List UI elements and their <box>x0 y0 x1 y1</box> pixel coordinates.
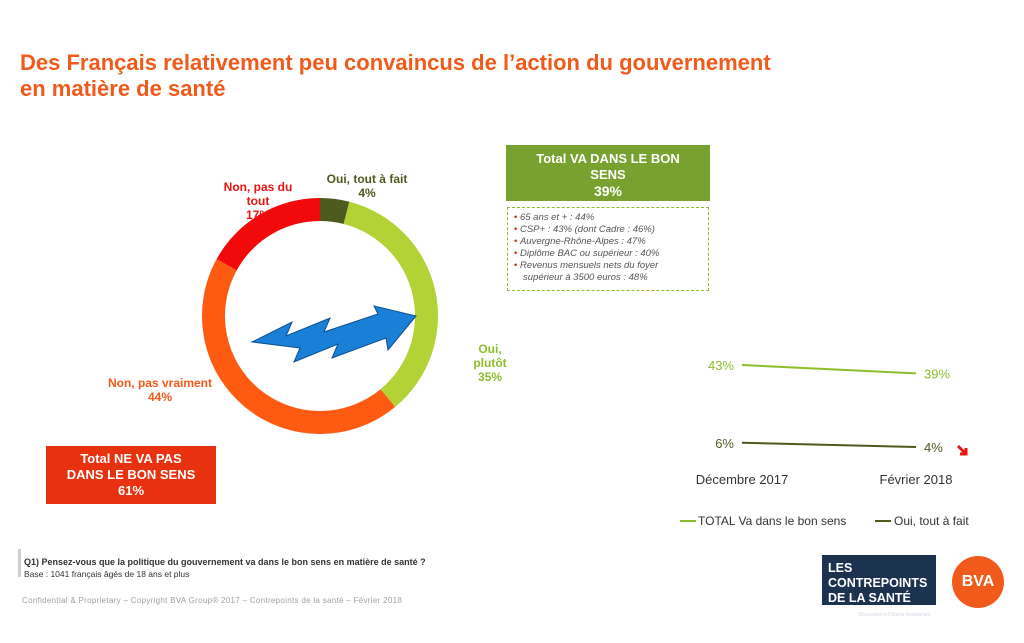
label-oui-tout-a-fait-name: Oui, tout à fait <box>326 172 408 186</box>
label-non-pas-vraiment-value: 44% <box>147 390 173 404</box>
label-oui-plutot-name-1: Oui, <box>478 342 502 356</box>
label-non-pas-vraiment-name: Non, pas vraiment <box>107 376 213 390</box>
total-va-dans-le-bon-sens-box: Total VA DANS LE BON SENS 39% <box>506 145 710 201</box>
label-non-pas-du-tout-value: 17% <box>245 208 271 222</box>
question-accent-bar <box>18 549 21 577</box>
label-oui-plutot-name-2: plutôt <box>473 356 507 370</box>
detail-item: Revenus mensuels nets du foyer <box>514 260 702 272</box>
question-text: Q1) Pensez-vous que la politique du gouv… <box>24 557 426 567</box>
subgroup-details-box: 65 ans et + : 44% CSP+ : 43% (dont Cadre… <box>507 207 709 291</box>
total-non-value: 61% <box>117 483 145 498</box>
contrepoints-logo: LES CONTREPOINTS DE LA SANTÉ Discussion … <box>822 555 936 618</box>
detail-item: Auvergne-Rhône-Alpes : 47% <box>514 236 702 248</box>
legend-label-total: TOTAL Va dans le bon sens <box>698 514 846 528</box>
label-oui-tout-a-fait: Oui, tout à fait 4% <box>312 172 422 200</box>
label-non-pas-du-tout: Non, pas du tout 17% <box>208 180 308 222</box>
label-non-pas-du-tout-name-1: Non, pas du <box>223 180 293 194</box>
data-label: 39% <box>924 366 950 381</box>
contrepoints-logo-line-1: LES CONTREPOINTS <box>828 561 928 590</box>
series-line <box>741 441 917 448</box>
footer-copyright: Confidential & Proprietary – Copyright B… <box>22 596 403 605</box>
detail-item-continuation: supérieur à 3500 euros : 48% <box>523 272 648 283</box>
contrepoints-logo-sub: Discussion à l'Opéra Restaurant <box>858 612 930 618</box>
title-line-1: Des Français relativement peu convaincus… <box>20 50 771 75</box>
series-line <box>741 364 917 375</box>
total-oui-value: 39% <box>593 183 623 199</box>
contrepoints-logo-line-2: DE LA SANTÉ <box>828 591 911 605</box>
x-tick-label: Février 2018 <box>880 472 953 487</box>
total-oui-line-2: SENS <box>590 167 626 182</box>
label-oui-plutot-value: 35% <box>477 370 503 384</box>
legend-label-tout-a-fait: Oui, tout à fait <box>894 514 969 528</box>
donut-chart <box>201 198 438 435</box>
label-oui-tout-a-fait-value: 4% <box>358 186 376 200</box>
label-non-pas-vraiment: Non, pas vraiment 44% <box>92 376 228 404</box>
bva-logo: BVA <box>952 556 1004 608</box>
donut-slice <box>320 198 350 224</box>
trend-arrow-icon <box>250 305 417 363</box>
title-line-2: en matière de santé <box>20 76 226 101</box>
down-arrow-icon <box>956 444 968 456</box>
total-ne-va-pas-box: Total NE VA PAS DANS LE BON SENS 61% <box>46 446 216 504</box>
detail-item: CSP+ : 43% (dont Cadre : 46%) <box>514 224 702 236</box>
donut-slice <box>201 259 396 435</box>
trend-line-chart: 43% 39% 6% 4% Décembre 2017 Février 2018 TO… <box>680 358 969 528</box>
base-text: Base : 1041 français âgés de 18 ans et p… <box>24 569 190 579</box>
donut-slice <box>216 198 320 271</box>
x-tick-label: Décembre 2017 <box>696 472 789 487</box>
detail-item: 65 ans et + : 44% <box>514 212 702 224</box>
data-label: 6% <box>715 436 734 451</box>
total-oui-line-1: Total VA DANS LE BON <box>536 151 680 166</box>
data-label: 4% <box>924 440 943 455</box>
detail-item: Diplôme BAC ou supérieur : 40% <box>514 248 702 260</box>
donut-slice <box>343 201 438 407</box>
label-oui-plutot: Oui, plutôt 35% <box>460 342 520 384</box>
page-title: Des Français relativement peu convaincus… <box>20 50 980 102</box>
total-non-line-2: DANS LE BON SENS <box>66 467 196 482</box>
total-non-line-1: Total NE VA PAS <box>80 451 182 466</box>
label-non-pas-du-tout-name-2: tout <box>246 194 270 208</box>
data-label: 43% <box>708 358 734 373</box>
